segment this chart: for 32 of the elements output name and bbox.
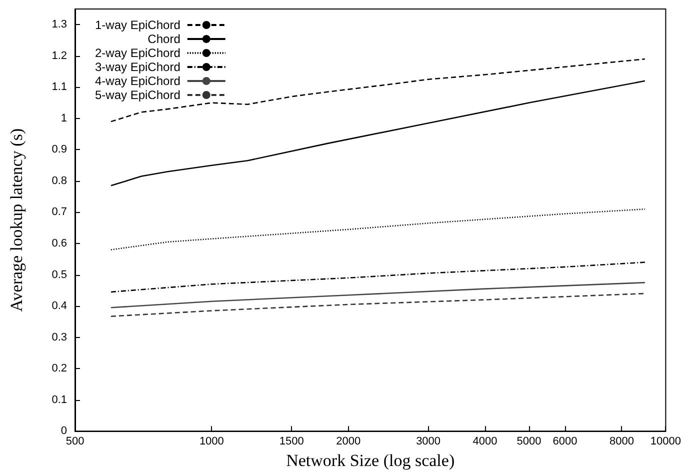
x-tick-label: 1000 (199, 436, 224, 448)
x-tick-label: 2000 (336, 436, 361, 448)
y-tick-label: 1.1 (52, 81, 67, 94)
x-axis-title: Network Size (log scale) (286, 451, 455, 470)
x-tick-label: 1500 (279, 436, 304, 448)
y-tick-label: 0 (60, 425, 67, 438)
y-tick-label: 1 (60, 112, 67, 124)
legend-label: 4-way EpiChord (94, 74, 180, 88)
y-tick-label: 0.3 (52, 331, 67, 344)
y-tick-label: 0.7 (52, 206, 67, 218)
y-tick-label: 1.2 (52, 50, 67, 62)
x-tick-label: 6000 (552, 436, 578, 448)
y-tick-label: 0.6 (52, 238, 67, 250)
y-tick-label: 0.4 (52, 300, 67, 312)
y-tick-label: 0.9 (52, 144, 67, 156)
x-tick-label: 5000 (516, 436, 542, 448)
y-tick-label: 0.8 (52, 174, 67, 187)
legend-label: 2-way EpiChord (94, 46, 180, 60)
x-tick-label: 10000 (650, 436, 682, 448)
legend-label: 3-way EpiChord (94, 60, 180, 74)
x-tick-label: 8000 (609, 436, 634, 448)
legend-label: 5-way EpiChord (94, 88, 180, 102)
y-tick-label: 0.1 (52, 394, 67, 406)
legend-label: 1-way EpiChord (94, 18, 180, 32)
y-tick-label: 1.3 (52, 18, 67, 31)
x-tick-label: 3000 (416, 436, 441, 448)
x-tick-label: 500 (66, 436, 84, 448)
y-axis-title: Average lookup latency (s) (7, 128, 26, 312)
y-tick-label: 0.5 (52, 268, 67, 281)
legend-label: Chord (148, 32, 180, 46)
x-tick-label: 4000 (472, 436, 498, 448)
y-tick-label: 0.2 (52, 362, 67, 375)
